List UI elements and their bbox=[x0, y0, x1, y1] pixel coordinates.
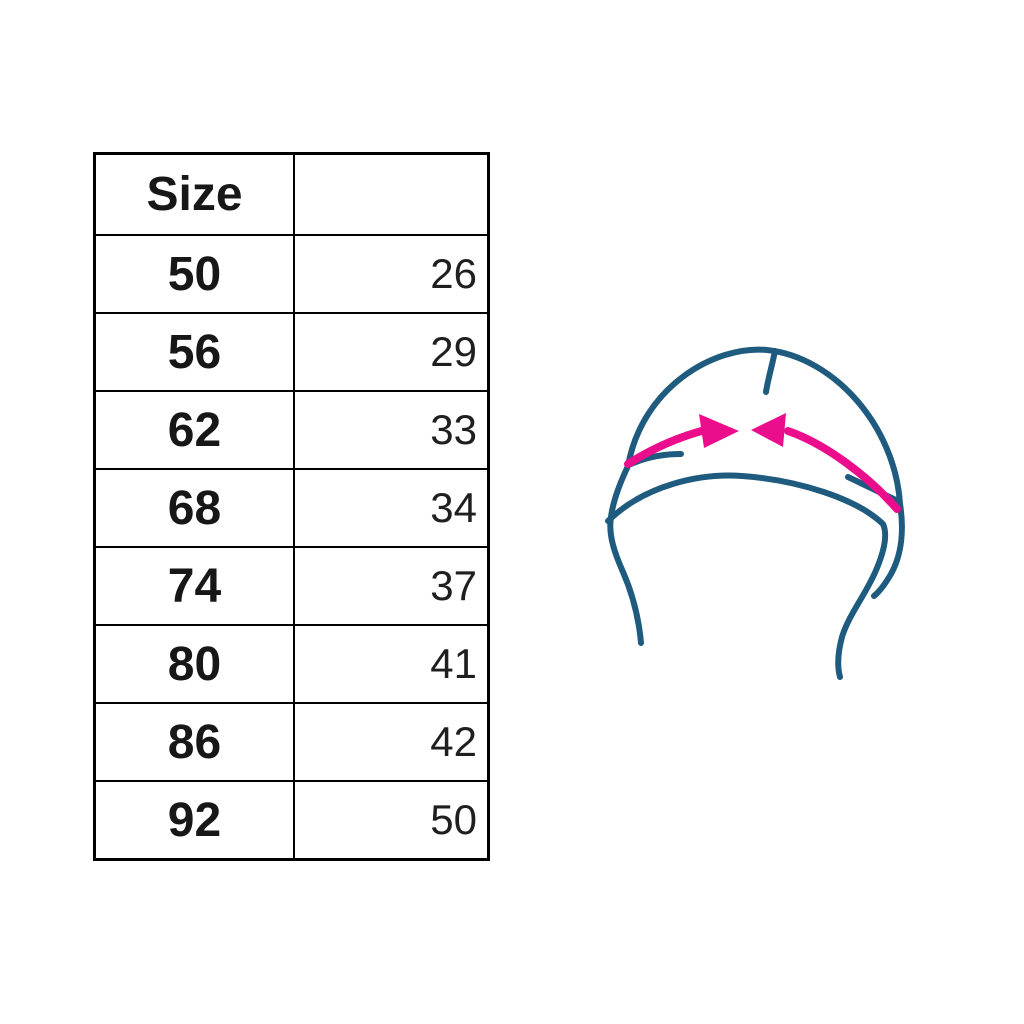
left-arrowhead-icon bbox=[699, 414, 739, 448]
table-row: 86 42 bbox=[96, 704, 487, 783]
left-arrow-shaft bbox=[624, 426, 709, 468]
table-row: 80 41 bbox=[96, 626, 487, 705]
hat-svg bbox=[605, 346, 905, 680]
measurement-arrow-shafts bbox=[624, 426, 901, 513]
right-arrow-shaft bbox=[784, 427, 901, 513]
value-cell: 42 bbox=[430, 718, 477, 766]
value-cell: 26 bbox=[430, 250, 477, 298]
table-header-row: Size bbox=[96, 155, 487, 237]
size-cell: 80 bbox=[96, 626, 295, 703]
size-cell: 50 bbox=[96, 236, 295, 313]
table-row: 56 29 bbox=[96, 314, 487, 393]
right-arrowhead-icon bbox=[751, 413, 786, 447]
header-size-label: Size bbox=[96, 155, 295, 235]
table-row: 68 34 bbox=[96, 470, 487, 549]
size-cell: 86 bbox=[96, 704, 295, 781]
value-cell: 37 bbox=[430, 562, 477, 610]
table-row: 62 33 bbox=[96, 392, 487, 471]
header-value-label bbox=[295, 155, 487, 234]
size-cell: 74 bbox=[96, 548, 295, 625]
size-cell: 92 bbox=[96, 782, 295, 859]
baby-hat-illustration bbox=[595, 325, 940, 685]
hat-top-seam-line bbox=[763, 348, 778, 395]
table-row: 50 26 bbox=[96, 236, 487, 315]
hat-brim-and-right-strap-path bbox=[605, 472, 889, 680]
table-row: 74 37 bbox=[96, 548, 487, 627]
measurement-arrow-heads bbox=[699, 413, 786, 448]
value-cell: 29 bbox=[430, 328, 477, 376]
value-cell: 34 bbox=[430, 484, 477, 532]
value-cell: 41 bbox=[430, 640, 477, 688]
hat-outline bbox=[605, 346, 905, 680]
size-chart-table: Size 50 26 56 29 62 33 68 34 74 37 80 41… bbox=[93, 152, 490, 861]
hat-dome-and-straps-path bbox=[607, 346, 905, 646]
size-cell: 56 bbox=[96, 314, 295, 391]
value-cell: 50 bbox=[430, 796, 477, 844]
size-cell: 68 bbox=[96, 470, 295, 547]
size-cell: 62 bbox=[96, 392, 295, 469]
table-row: 92 50 bbox=[96, 782, 487, 859]
value-cell: 33 bbox=[430, 406, 477, 454]
